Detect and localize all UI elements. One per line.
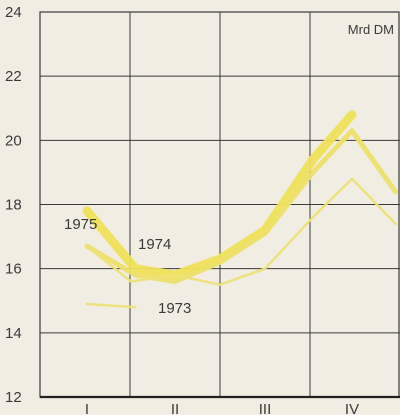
unit-label: Mrd DM xyxy=(348,22,394,37)
x-tick-label: III xyxy=(259,401,272,415)
series-line-1975 xyxy=(82,110,357,280)
x-tick-label: IV xyxy=(345,401,359,415)
series-label-1973: 1973 xyxy=(158,300,191,317)
series-lines xyxy=(82,110,398,309)
series-line-1973-early xyxy=(85,302,137,309)
y-tick-label: 18 xyxy=(5,197,22,214)
x-tick-label: I xyxy=(85,401,89,415)
y-tick-label: 22 xyxy=(5,68,22,85)
y-axis-ticks: 24 22 20 18 16 14 12 xyxy=(5,4,22,406)
x-axis-ticks: I II III IV xyxy=(85,401,359,415)
series-line-1974 xyxy=(84,128,398,284)
grid xyxy=(39,11,400,399)
y-tick-label: 20 xyxy=(5,132,22,149)
y-tick-label: 14 xyxy=(5,325,22,342)
y-tick-label: 12 xyxy=(5,389,22,406)
x-tick-label: II xyxy=(171,401,179,415)
series-line-1973 xyxy=(85,177,397,286)
annotations: 1975 1974 1973 xyxy=(64,216,191,317)
y-tick-label: 16 xyxy=(5,261,22,278)
series-label-1974: 1974 xyxy=(138,236,171,253)
series-label-1975: 1975 xyxy=(64,216,97,233)
y-tick-label: 24 xyxy=(5,4,22,21)
